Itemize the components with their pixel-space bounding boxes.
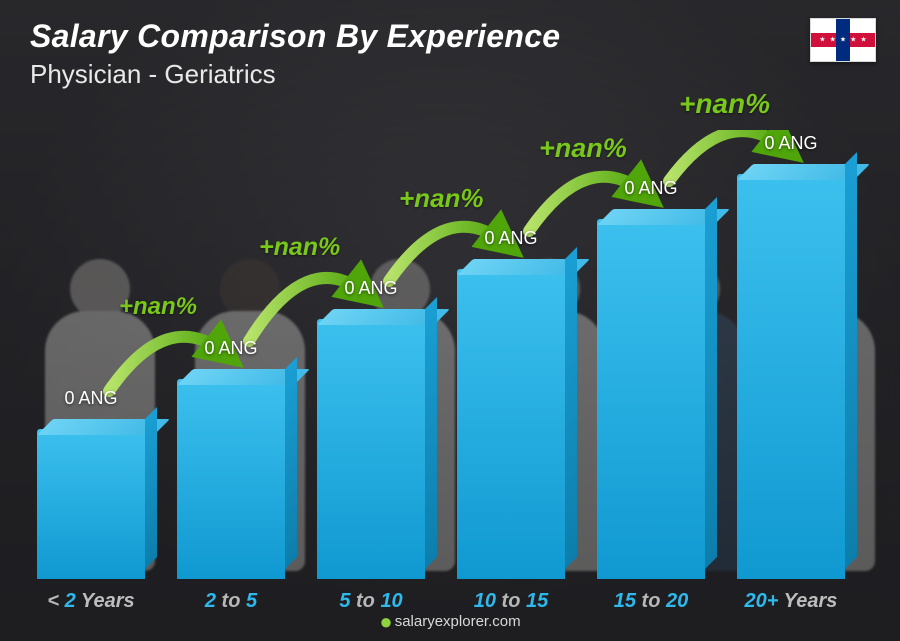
salary-bar-chart: 0 ANG0 ANG0 ANG0 ANG0 ANG0 ANG +nan%+nan… [30, 130, 852, 579]
bar-4: 0 ANG [590, 130, 712, 579]
delta-label-1: +nan% [259, 233, 340, 262]
delta-label-3: +nan% [539, 133, 627, 164]
bar-0: 0 ANG [30, 130, 152, 579]
infographic-canvas: Salary Comparison By Experience Physicia… [0, 0, 900, 641]
footer-site: salaryexplorer.com [395, 613, 521, 630]
bar-value-label: 0 ANG [426, 228, 597, 249]
country-flag: ★★★★★ [810, 18, 876, 62]
bar-5: 0 ANG [730, 130, 852, 579]
delta-label-4: +nan% [679, 88, 770, 120]
page-title: Salary Comparison By Experience [30, 18, 560, 55]
bar-1: 0 ANG [170, 130, 292, 579]
logo-dot-icon: ● [379, 609, 392, 634]
bar-value-label: 0 ANG [146, 338, 317, 359]
delta-label-2: +nan% [399, 183, 484, 214]
bar-value-label: 0 ANG [6, 388, 177, 409]
bar-value-label: 0 ANG [286, 278, 457, 299]
title-block: Salary Comparison By Experience Physicia… [30, 18, 560, 90]
delta-label-0: +nan% [119, 293, 197, 321]
bar-value-label: 0 ANG [706, 133, 877, 154]
footer: ●salaryexplorer.com [0, 609, 900, 635]
bar-value-label: 0 ANG [566, 178, 737, 199]
page-subtitle: Physician - Geriatrics [30, 59, 560, 90]
